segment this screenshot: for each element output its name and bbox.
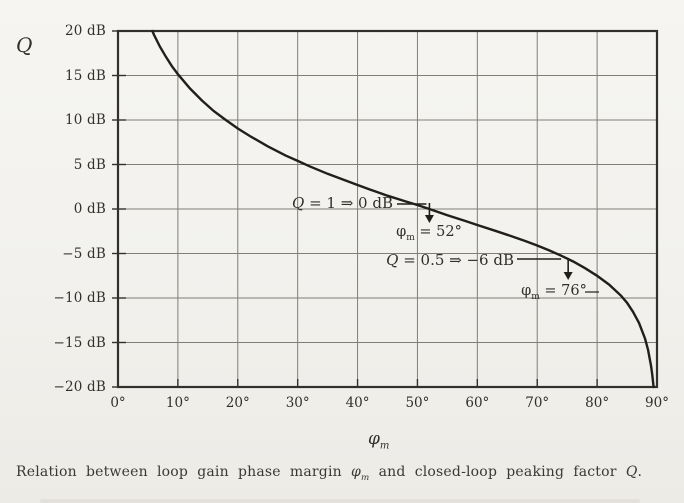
caption-phi-symbol: φ — [351, 464, 362, 480]
x-tick-label: 50° — [405, 395, 430, 411]
annotation-q05-text: Q = 0.5 ⇒ −6 dB — [324, 251, 514, 269]
y-tick-label: −15 dB — [53, 334, 106, 351]
x-axis-symbol: φ — [368, 429, 380, 449]
caption-text: Relation between loop gain phase margin — [16, 464, 352, 480]
y-tick-label: 10 dB — [64, 112, 106, 128]
y-tick-label: −10 dB — [53, 290, 106, 306]
x-tick-label: 30° — [285, 395, 310, 411]
caption-phi-subscript: m — [361, 472, 370, 483]
caption-q-symbol: Q — [625, 464, 638, 480]
y-tick-label: −20 dB — [53, 379, 106, 395]
x-tick-label: 10° — [165, 395, 190, 411]
x-axis-subscript: m — [379, 440, 390, 452]
figure-caption: Relation between loop gain phase margin … — [16, 464, 672, 483]
phi76-subscript: m — [531, 291, 540, 302]
x-tick-label: 0° — [110, 395, 126, 411]
annotation-q05-symbol: Q — [386, 251, 399, 269]
annotation-q1-value: = 1 ⇒ 0 dB — [304, 194, 393, 212]
chart-plot — [112, 29, 659, 389]
y-tick-label: 5 dB — [73, 156, 106, 173]
x-axis-title: φm — [368, 429, 390, 452]
annotation-phi76-label: φm = 76° — [499, 283, 609, 302]
x-tick-label: 20° — [225, 395, 250, 411]
phi52-subscript: m — [406, 232, 415, 243]
y-axis-title: Q — [16, 33, 33, 57]
x-tick-label: 90° — [645, 395, 669, 411]
y-tick-label: 0 dB — [73, 201, 106, 217]
x-tick-label: 70° — [525, 395, 550, 411]
scan-smudge — [40, 499, 640, 503]
caption-period: . — [637, 464, 643, 480]
x-tick-label: 40° — [345, 395, 370, 411]
phi52-symbol: φ — [396, 224, 407, 240]
phi52-value: = 52° — [414, 224, 462, 240]
annotation-q05-value: = 0.5 ⇒ −6 dB — [398, 251, 514, 269]
y-tick-label: −5 dB — [62, 245, 106, 262]
phi76-value: = 76° — [539, 283, 587, 299]
caption-text-2: and closed-loop peaking factor — [369, 464, 626, 480]
annotation-q1-symbol: Q — [291, 194, 305, 212]
phi76-symbol: φ — [521, 283, 532, 299]
x-tick-label: 60° — [465, 395, 490, 411]
annotation-phi52-label: φm = 52° — [374, 224, 484, 243]
y-tick-label: 20 dB — [64, 23, 106, 39]
x-tick-label: 80° — [585, 395, 610, 411]
y-tick-label: 15 dB — [64, 67, 106, 84]
annotation-q1-text: Q = 1 ⇒ 0 dB — [223, 194, 393, 212]
